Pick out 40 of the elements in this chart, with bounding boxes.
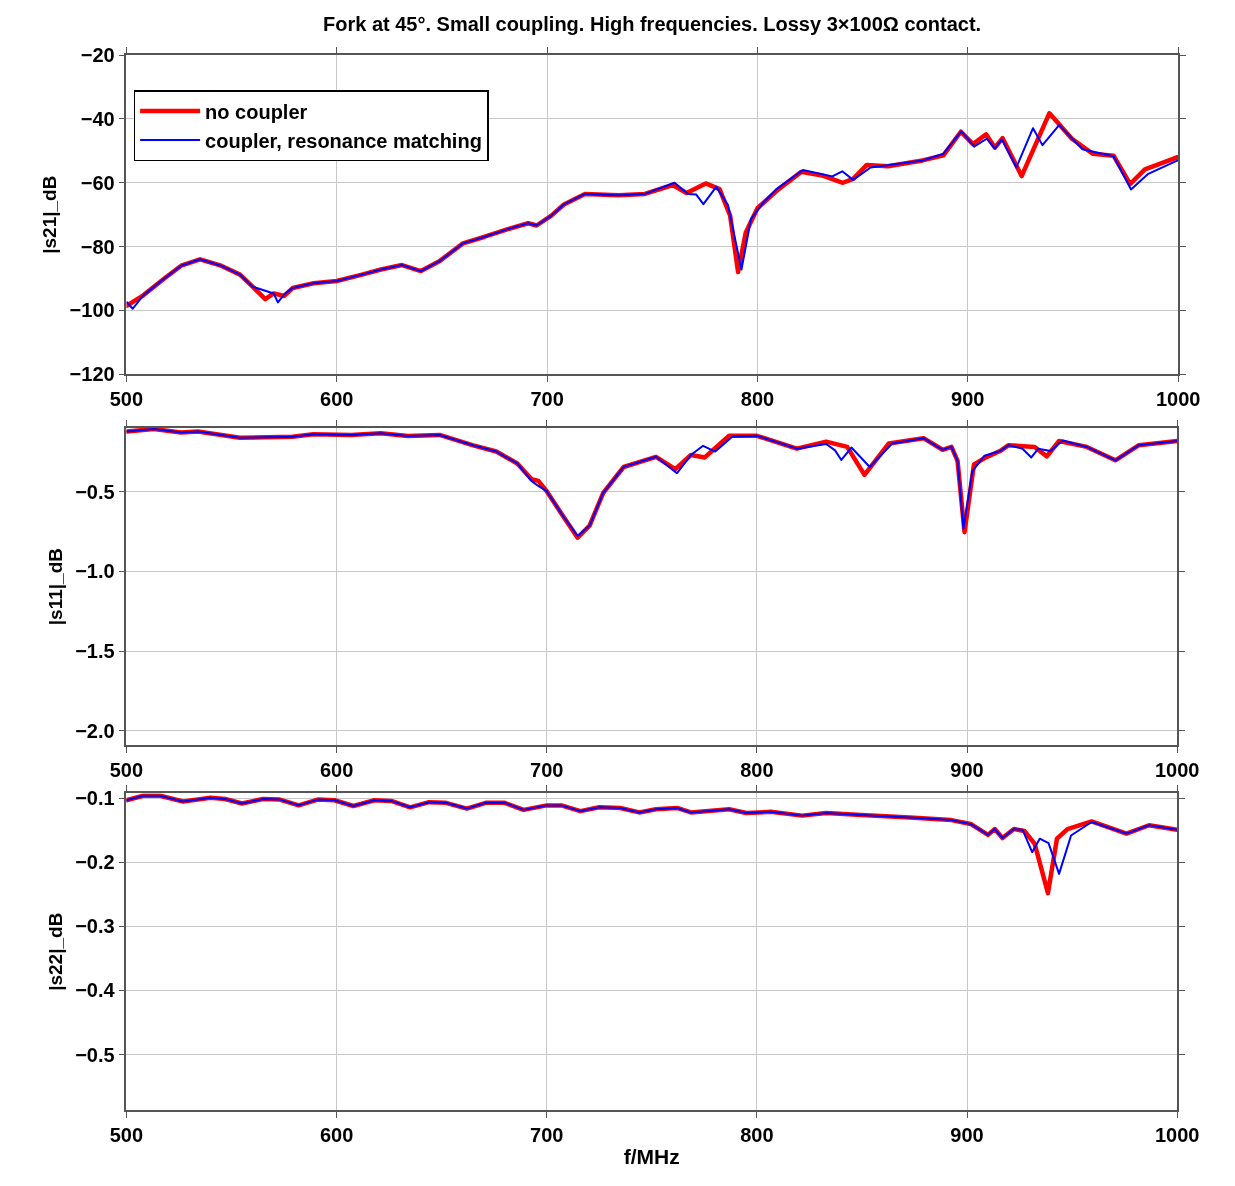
- x-tick-label: 1000: [1154, 758, 1200, 781]
- y-axis-title: |s22|_dB: [44, 912, 66, 991]
- y-tick-label: −100: [69, 299, 115, 322]
- x-tick-label: 700: [530, 387, 564, 410]
- x-tick-label: 500: [109, 387, 144, 410]
- x-tick-label: 700: [530, 758, 564, 781]
- y-tick-label: −80: [80, 235, 115, 258]
- x-tick-label: 900: [950, 1123, 984, 1146]
- y-tick-label: −60: [80, 171, 115, 194]
- x-tick-label: 900: [950, 758, 984, 781]
- x-tick-label: 600: [319, 1123, 354, 1146]
- y-tick-label: −2.0: [75, 719, 115, 742]
- y-tick-label: −1.5: [75, 640, 115, 663]
- x-tick-label: 1000: [1155, 387, 1201, 410]
- y-axis-title: |s11|_dB: [44, 548, 66, 626]
- y-tick-label: −0.1: [75, 787, 115, 810]
- x-tick-label: 800: [740, 1123, 774, 1146]
- y-tick-label: −0.5: [75, 480, 115, 503]
- x-tick-label: 1000: [1154, 1123, 1200, 1146]
- y-tick-label: −40: [80, 107, 115, 130]
- x-tick-label: 900: [951, 387, 985, 410]
- y-tick-label: −0.3: [75, 915, 115, 938]
- legend-label: no coupler: [205, 100, 308, 123]
- y-tick-label: −0.4: [75, 979, 116, 1002]
- x-tick-label: 600: [319, 758, 354, 781]
- x-tick-label: 800: [740, 387, 775, 410]
- y-tick-label: −1.0: [75, 560, 115, 583]
- x-tick-label: 600: [320, 387, 354, 410]
- x-tick-label: 700: [530, 1123, 564, 1146]
- y-tick-label: −120: [69, 363, 115, 386]
- chart-title: Fork at 45°. Small coupling. High frequencies. Lossy 3×100Ω contact.: [323, 13, 982, 35]
- y-tick-label: −0.5: [75, 1043, 115, 1066]
- y-axis-title: |s21|_dB: [38, 175, 60, 254]
- y-tick-label: −20: [80, 44, 115, 67]
- y-tick-label: −0.2: [75, 851, 115, 874]
- legend-label: coupler, resonance matching: [205, 129, 482, 152]
- x-tick-label: 500: [109, 1123, 144, 1146]
- x-tick-label: 800: [740, 758, 774, 781]
- x-tick-label: 500: [109, 758, 144, 781]
- x-axis-title: f/MHz: [623, 1144, 680, 1168]
